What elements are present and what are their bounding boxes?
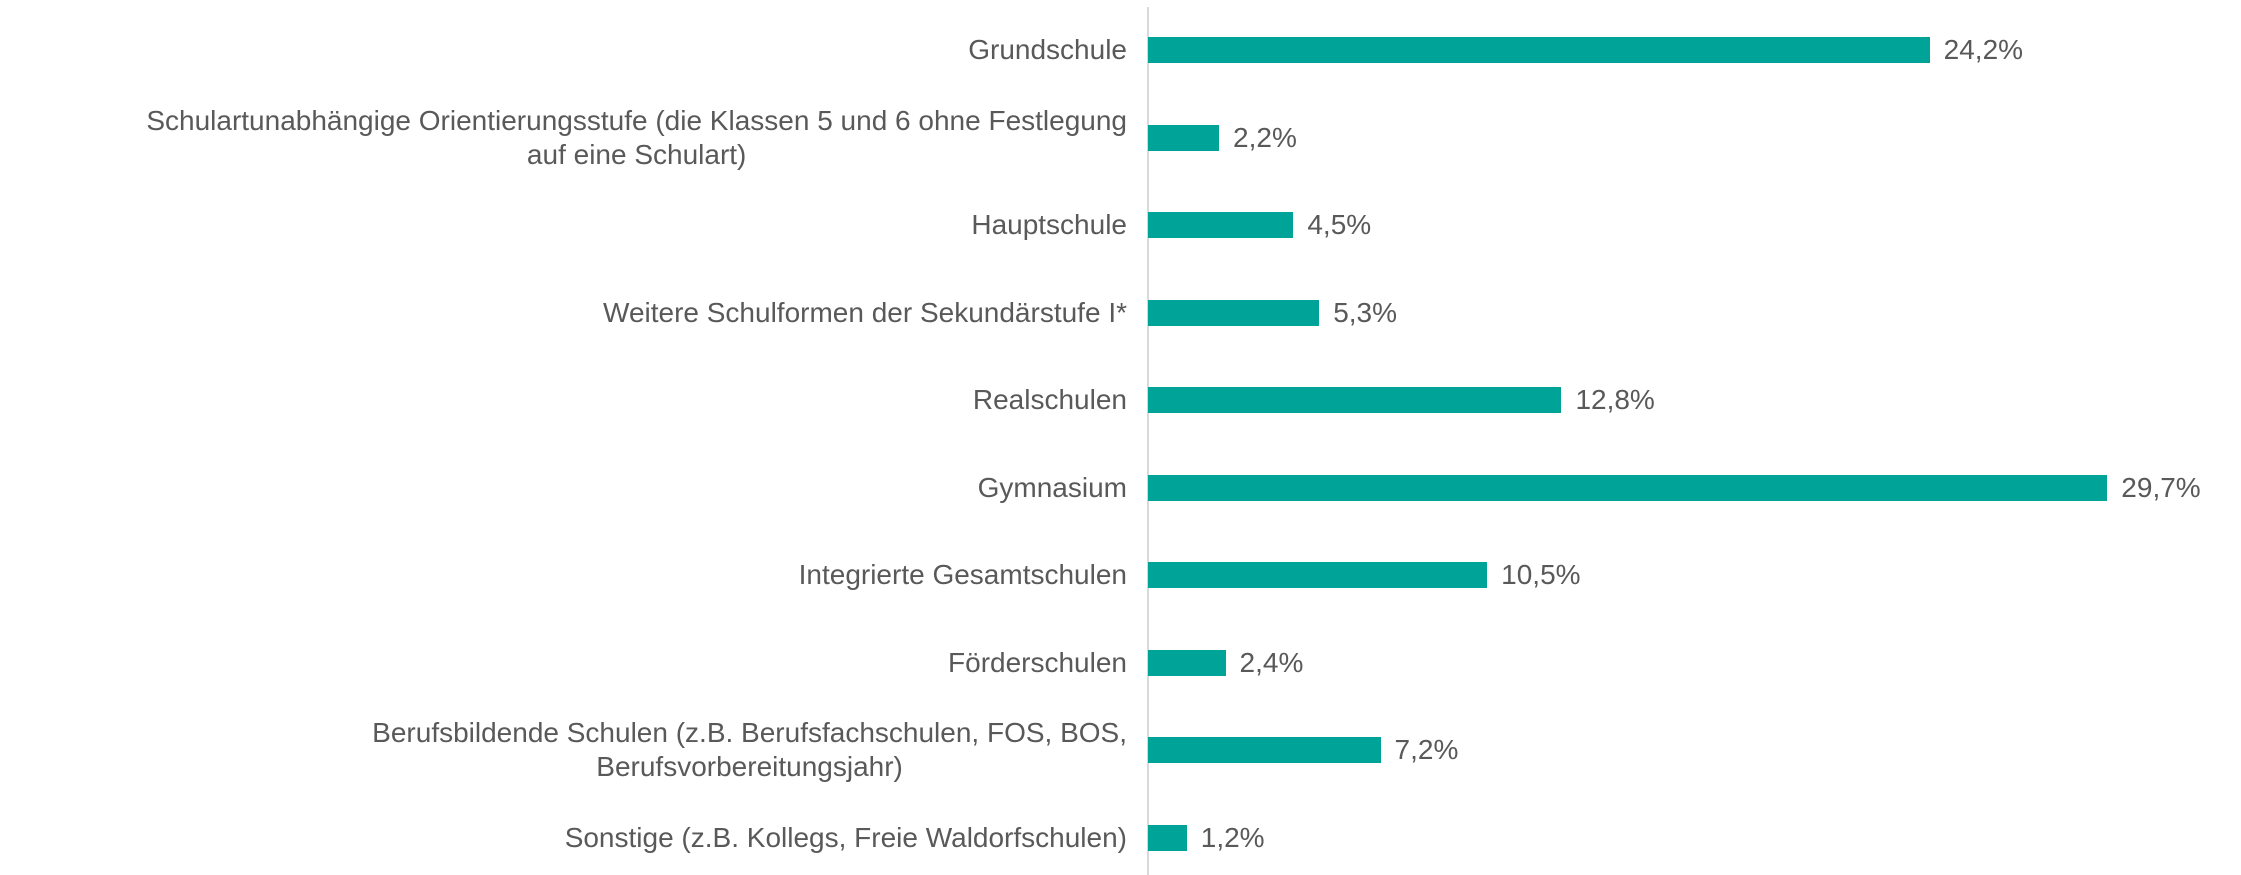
bar (1148, 562, 1488, 588)
category-label: Berufsbildende Schulen (z.B. Berufsfachs… (372, 717, 1127, 782)
axis-line (1147, 7, 1149, 875)
bar (1148, 299, 1320, 326)
category-label: Grundschule (968, 34, 1127, 65)
value-label: 7,2% (1394, 734, 1459, 765)
bar (1148, 387, 1562, 413)
bar (1148, 212, 1294, 238)
category-label: Gymnasium (977, 471, 1127, 503)
bar (1148, 474, 2108, 501)
category-label: Sonstige (z.B. Kollegs, Freie Waldorfsch… (564, 821, 1127, 853)
category-label: Schulartunabhängige Orientierungsstufe (… (146, 104, 1127, 170)
category-label: Hauptschule (971, 209, 1127, 240)
value-label: 12,8% (1575, 384, 1655, 415)
bar (1148, 737, 1381, 763)
bar (1148, 824, 1187, 851)
category-label: Realschulen (972, 384, 1127, 415)
value-label: 24,2% (1943, 34, 2024, 65)
category-label: Integrierte Gesamtschulen (798, 559, 1127, 590)
category-label: Weitere Schulformen der Sekundärstufe I* (603, 296, 1127, 328)
category-label: Förderschulen (948, 646, 1127, 678)
value-label: 4,5% (1307, 209, 1372, 240)
bar (1148, 649, 1226, 676)
value-label: 5,3% (1333, 296, 1398, 328)
value-label: 2,4% (1239, 646, 1304, 678)
bar (1148, 124, 1220, 151)
bar (1148, 37, 1930, 63)
value-label: 29,7% (2121, 471, 2201, 503)
value-label: 10,5% (1501, 559, 1581, 590)
value-label: 1,2% (1200, 821, 1265, 853)
value-label: 2,2% (1233, 121, 1297, 153)
